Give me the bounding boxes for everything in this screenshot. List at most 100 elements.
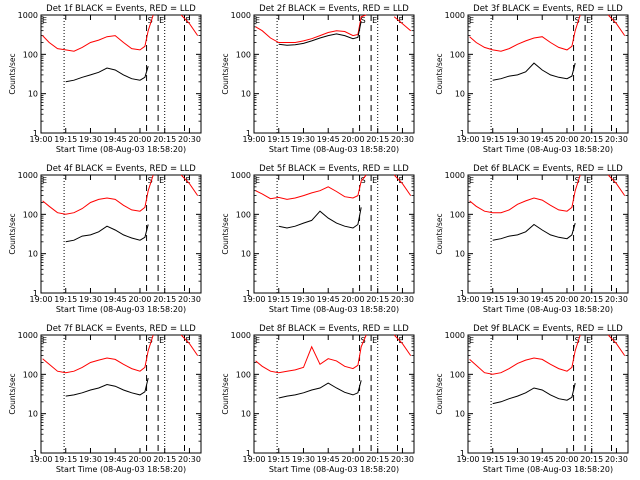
plot-frame	[467, 174, 629, 294]
y-tick-label: 1	[460, 449, 465, 458]
x-tick-label: 19:30	[292, 455, 315, 464]
x-tick-label: 20:00	[342, 455, 365, 464]
detector-plot-1: Det 1f BLACK = Events, RED = LLD 1 10 100 10…	[8, 4, 202, 154]
marker-label: S	[574, 176, 579, 185]
y-tick-label: 10	[28, 250, 38, 259]
chart-title: Det 5f BLACK = Events, RED = LLD	[259, 164, 409, 174]
x-tick-label: 19:30	[79, 135, 102, 144]
x-tick-label: 19:30	[79, 455, 102, 464]
x-tick-label: 20:15	[580, 455, 603, 464]
lld-series-line	[255, 14, 412, 44]
chart-title: Det 3f BLACK = Events, RED = LLD	[473, 4, 623, 14]
x-axis-label: Start Time (08-Aug-03 18:58:20)	[56, 145, 186, 154]
x-tick-label: 19:00	[29, 135, 52, 144]
x-tick-label: 20:00	[128, 455, 151, 464]
chart-title: Det 8f BLACK = Events, RED = LLD	[259, 324, 409, 334]
marker-label: E	[42, 176, 47, 185]
lld-series-line	[42, 174, 199, 215]
detector-plot-2: Det 2f BLACK = Events, RED = LLD 1 10 100 10…	[221, 4, 415, 154]
y-tick-label: 10	[28, 90, 38, 99]
y-tick-label: 1000	[444, 331, 464, 340]
lld-series-line	[468, 174, 625, 214]
x-tick-label: 19:00	[243, 135, 266, 144]
detector-plot-6: Det 6f BLACK = Events, RED = LLD 1 10 100 10…	[435, 164, 629, 314]
x-tick-label: 20:00	[555, 135, 578, 144]
marker-label: E	[469, 176, 474, 185]
x-tick-label: 19:45	[317, 295, 340, 304]
marker-label: E	[372, 336, 377, 345]
plot-frame	[40, 174, 202, 294]
detector-plot-4: Det 4f BLACK = Events, RED = LLD 1 10 100 10…	[8, 164, 202, 314]
x-tick-label: 20:00	[555, 295, 578, 304]
x-axis-label: Start Time (08-Aug-03 18:58:20)	[483, 465, 613, 474]
x-tick-label: 20:00	[128, 135, 151, 144]
x-tick-label: 19:15	[481, 295, 504, 304]
x-tick-label: 20:30	[178, 295, 201, 304]
chart-title: Det 6f BLACK = Events, RED = LLD	[473, 164, 623, 174]
chart-title: Det 2f BLACK = Events, RED = LLD	[259, 4, 409, 14]
marker-label: E	[186, 176, 191, 185]
plot-frame	[253, 14, 415, 134]
events-series-line	[65, 224, 149, 243]
marker-label: E	[159, 336, 164, 345]
detector-plot-7: Det 7f BLACK = Events, RED = LLD 1 10 100 10…	[8, 324, 202, 474]
y-tick-label: 100	[449, 370, 464, 379]
marker-label: E	[42, 16, 47, 25]
plot-frame	[467, 334, 629, 454]
x-axis-label: Start Time (08-Aug-03 18:58:20)	[483, 305, 613, 314]
y-tick-label: 1	[33, 129, 38, 138]
marker-label: S	[148, 16, 153, 25]
events-series-line	[278, 21, 363, 46]
marker-label: E	[186, 16, 191, 25]
y-tick-label: 1	[460, 129, 465, 138]
marker-label: E	[255, 16, 260, 25]
marker-label: E	[372, 176, 377, 185]
marker-label: S	[574, 16, 579, 25]
y-tick-label: 1000	[231, 171, 251, 180]
x-tick-label: 19:15	[54, 135, 77, 144]
x-axis-label: Start Time (08-Aug-03 18:58:20)	[56, 465, 186, 474]
marker-label: E	[159, 176, 164, 185]
y-tick-label: 1	[246, 129, 251, 138]
x-tick-label: 20:15	[367, 295, 390, 304]
y-tick-label: 1	[246, 449, 251, 458]
x-tick-label: 19:45	[530, 135, 553, 144]
detector-plot-3: Det 3f BLACK = Events, RED = LLD 1 10 100 10…	[435, 4, 629, 154]
x-tick-label: 19:30	[506, 295, 529, 304]
marker-label: S	[574, 336, 579, 345]
x-tick-label: 20:30	[391, 455, 414, 464]
marker-label: E	[586, 176, 591, 185]
marker-label: E	[372, 16, 377, 25]
x-axis-label: Start Time (08-Aug-03 18:58:20)	[483, 145, 613, 154]
y-axis-label: Counts/sec	[435, 373, 444, 414]
y-tick-label: 10	[28, 410, 38, 419]
marker-label: S	[148, 176, 153, 185]
x-tick-label: 20:15	[153, 455, 176, 464]
y-tick-label: 10	[454, 250, 464, 259]
x-tick-label: 19:00	[243, 455, 266, 464]
x-tick-label: 19:15	[54, 295, 77, 304]
y-tick-label: 1000	[18, 331, 38, 340]
x-tick-label: 20:30	[391, 135, 414, 144]
y-tick-label: 10	[241, 410, 251, 419]
x-tick-label: 19:30	[292, 295, 315, 304]
marker-label: E	[612, 336, 617, 345]
marker-label: S	[361, 176, 366, 185]
x-tick-label: 20:15	[367, 455, 390, 464]
x-tick-label: 20:15	[580, 295, 603, 304]
x-tick-label: 19:30	[79, 295, 102, 304]
marker-label: E	[399, 176, 404, 185]
x-tick-label: 20:15	[367, 135, 390, 144]
x-tick-label: 20:00	[342, 135, 365, 144]
plot-frame	[40, 334, 202, 454]
plot-frame	[253, 334, 415, 454]
y-tick-label: 10	[241, 250, 251, 259]
detector-plot-5: Det 5f BLACK = Events, RED = LLD 1 10 100 10…	[221, 164, 415, 314]
x-tick-label: 19:45	[530, 295, 553, 304]
marker-label: S	[148, 336, 153, 345]
x-tick-label: 19:45	[104, 135, 127, 144]
y-tick-label: 10	[241, 90, 251, 99]
x-tick-label: 19:00	[243, 295, 266, 304]
x-tick-label: 19:15	[481, 455, 504, 464]
